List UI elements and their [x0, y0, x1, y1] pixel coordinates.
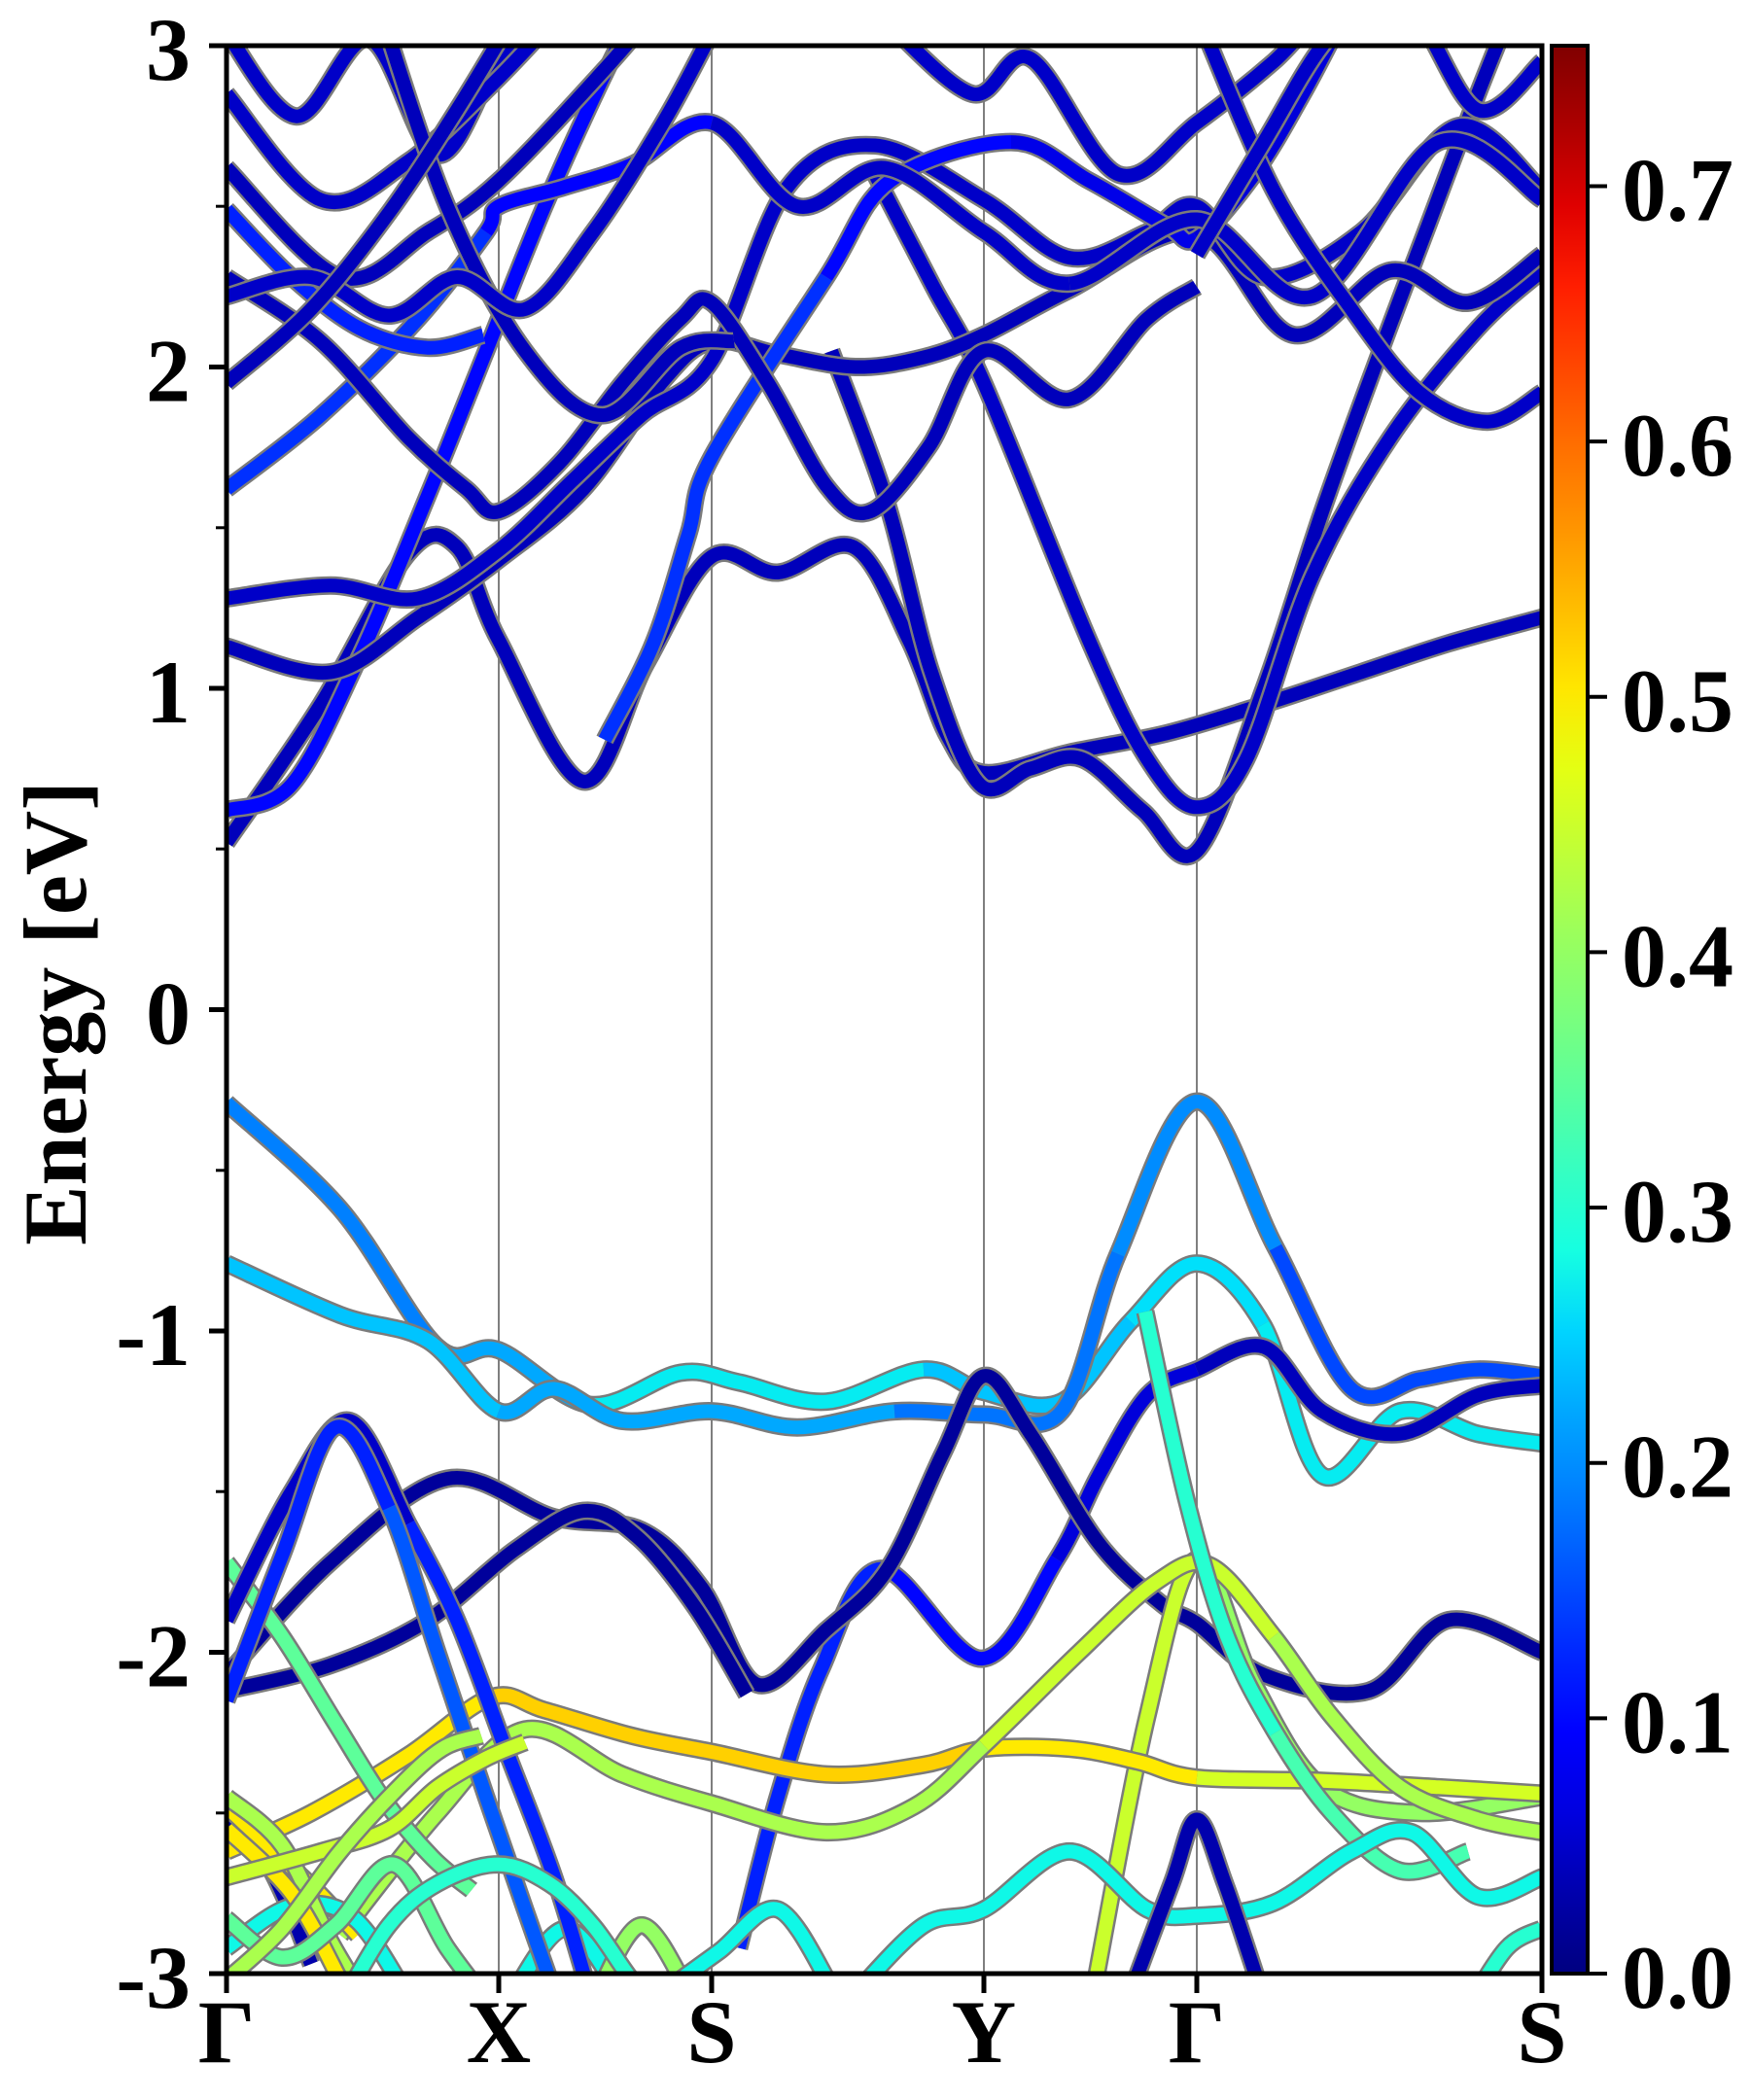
- svg-text:S: S: [1517, 1982, 1566, 2082]
- svg-text:0.5: 0.5: [1622, 651, 1733, 751]
- svg-text:Y: Y: [952, 1982, 1016, 2082]
- svg-text:-1: -1: [116, 1285, 191, 1384]
- svg-text:0.4: 0.4: [1622, 906, 1733, 1005]
- svg-text:-3: -3: [116, 1928, 191, 2027]
- svg-text:1: 1: [146, 643, 191, 742]
- svg-text:Γ: Γ: [198, 1982, 256, 2082]
- svg-text:0.1: 0.1: [1622, 1672, 1733, 1771]
- svg-text:2: 2: [146, 322, 191, 421]
- svg-text:0: 0: [146, 964, 191, 1064]
- svg-text:0.3: 0.3: [1622, 1162, 1733, 1261]
- svg-text:0.6: 0.6: [1622, 396, 1733, 495]
- svg-text:0.2: 0.2: [1622, 1418, 1733, 1517]
- svg-text:3: 3: [146, 0, 191, 99]
- svg-text:0.0: 0.0: [1622, 1928, 1733, 2027]
- svg-text:Energy [eV]: Energy [eV]: [6, 781, 105, 1245]
- svg-text:-2: -2: [116, 1607, 191, 1706]
- svg-text:S: S: [686, 1982, 736, 2082]
- svg-text:Γ: Γ: [1169, 1982, 1226, 2082]
- svg-text:X: X: [467, 1982, 531, 2082]
- svg-text:0.7: 0.7: [1622, 141, 1733, 240]
